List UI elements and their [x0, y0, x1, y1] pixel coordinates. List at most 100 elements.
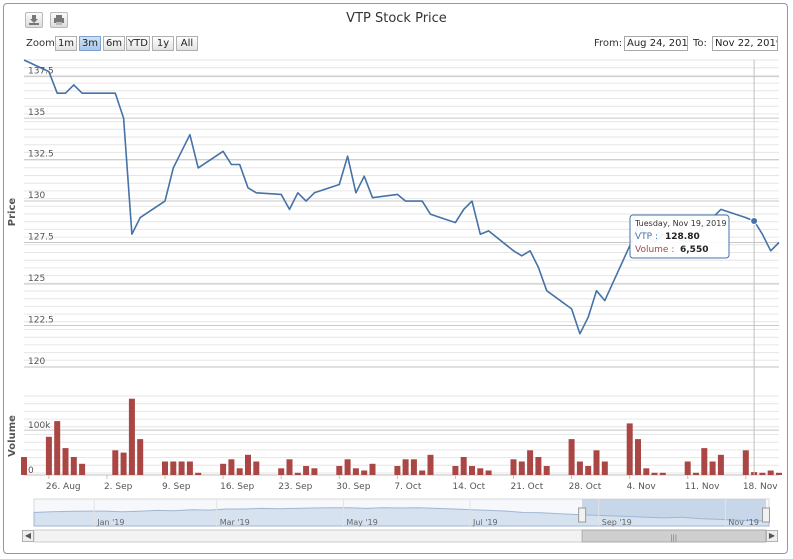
x-tick-label: 26. Aug: [46, 482, 81, 492]
volume-bar: [635, 439, 641, 475]
volume-bar: [361, 470, 368, 475]
tooltip-series-value: 128.80: [665, 232, 700, 242]
print-button[interactable]: [50, 12, 68, 28]
navigator-tick-label: Sep '19: [602, 518, 632, 527]
x-tick-label: 4. Nov: [627, 482, 657, 492]
price-tick-label: 122.5: [28, 316, 54, 326]
zoom-6m-button[interactable]: 6m: [103, 36, 125, 51]
chart-title: VTP Stock Price: [346, 11, 447, 26]
zoom-ytd-button[interactable]: YTD: [126, 36, 150, 51]
x-tick-label: 2. Sep: [104, 482, 133, 492]
price-axis-title: Price: [7, 198, 18, 227]
volume-bar: [220, 463, 227, 475]
volume-bar: [684, 461, 691, 475]
volume-bar: [543, 466, 550, 475]
tooltip-volume-label: Volume :: [635, 245, 674, 255]
zoom-1m-button[interactable]: 1m: [55, 36, 77, 51]
print-icon: [54, 15, 64, 25]
x-tick-label: 18. Nov: [743, 482, 778, 492]
volume-bar: [336, 466, 343, 475]
zoom-label: Zoom: [26, 38, 55, 49]
navigator-handle-right[interactable]: [762, 507, 770, 523]
volume-bar: [294, 472, 301, 475]
zoom-1y-button[interactable]: 1y: [152, 36, 174, 51]
volume-bar: [128, 398, 135, 475]
volume-bar: [477, 468, 484, 475]
volume-bar: [253, 461, 260, 475]
volume-bar: [469, 466, 475, 475]
navigator-handle-left[interactable]: [578, 507, 587, 523]
volume-bar: [742, 450, 749, 475]
from-label: From:: [594, 38, 623, 49]
volume-bar: [701, 448, 708, 475]
navigator-tick-label: Nov '19: [728, 518, 759, 527]
price-series-line: [23, 59, 780, 335]
hover-point: [750, 216, 759, 225]
volume-bar: [236, 468, 243, 475]
volume-bar: [369, 463, 376, 475]
price-tick-label: 130: [28, 191, 45, 201]
volume-bar: [162, 461, 168, 475]
x-tick-label: 21. Oct: [511, 482, 544, 492]
to-label: To:: [693, 38, 707, 49]
tooltip-box: [629, 214, 730, 259]
volume-bar: [178, 461, 185, 475]
volume-bar: [54, 421, 61, 475]
volume-bar: [767, 470, 774, 475]
volume-bar: [62, 448, 69, 475]
price-tick-label: 137.5: [28, 67, 54, 77]
volume-bar: [45, 436, 52, 475]
volume-bar: [410, 459, 417, 475]
volume-bar: [79, 463, 86, 475]
navigator-scroll-left-button[interactable]: ◀: [22, 530, 34, 542]
x-tick-label: 28. Oct: [569, 482, 602, 492]
x-tick-label: 7. Oct: [394, 482, 421, 492]
volume-bar: [626, 423, 633, 475]
volume-bar: [286, 459, 293, 475]
volume-bar: [311, 468, 318, 475]
volume-bar: [759, 472, 766, 475]
price-tick-label: 120: [28, 357, 45, 367]
volume-bar: [576, 461, 583, 475]
download-button[interactable]: [25, 12, 43, 28]
tooltip-volume-value: 6,550: [680, 245, 708, 255]
navigator-tick-label: May '19: [346, 518, 377, 527]
volume-bar: [776, 472, 782, 475]
to-date-input[interactable]: Nov 22, 2019: [712, 36, 778, 51]
volume-axis-title: Volume: [7, 415, 18, 457]
volume-bar: [717, 454, 724, 475]
navigator-tick-label: Mar '19: [220, 518, 250, 527]
x-tick-label: 16. Sep: [220, 482, 254, 492]
tooltip-series-label: VTP :: [635, 232, 658, 242]
volume-bar: [303, 466, 310, 475]
volume-bar: [394, 466, 401, 475]
volume-bar: [460, 457, 467, 475]
navigator-scroll-right-button[interactable]: ▶: [766, 530, 778, 542]
zoom-all-button[interactable]: All: [176, 36, 198, 51]
price-tick-label: 135: [28, 108, 45, 118]
volume-tick-label: 100k: [28, 421, 51, 431]
volume-bar: [195, 472, 202, 475]
volume-bar: [518, 461, 525, 475]
volume-bar: [568, 439, 575, 475]
zoom-3m-button[interactable]: 3m: [79, 36, 101, 51]
x-tick-label: 11. Nov: [685, 482, 720, 492]
volume-bar: [452, 466, 459, 475]
volume-bar: [137, 439, 144, 475]
tooltip-date: Tuesday, Nov 19, 2019: [634, 219, 726, 228]
price-tick-label: 132.5: [28, 150, 54, 160]
volume-bar: [186, 461, 193, 475]
volume-bar: [601, 461, 608, 475]
volume-bar: [527, 450, 534, 475]
x-tick-label: 30. Sep: [336, 482, 370, 492]
volume-bar: [659, 472, 666, 475]
volume-bar: [352, 468, 359, 475]
volume-bar: [21, 457, 27, 475]
volume-bar: [278, 468, 285, 475]
volume-bar: [693, 472, 699, 475]
price-tick-label: 127.5: [28, 233, 54, 243]
volume-bar: [709, 461, 716, 475]
from-date-input[interactable]: Aug 24, 2019: [624, 36, 688, 51]
volume-bar: [651, 472, 658, 475]
